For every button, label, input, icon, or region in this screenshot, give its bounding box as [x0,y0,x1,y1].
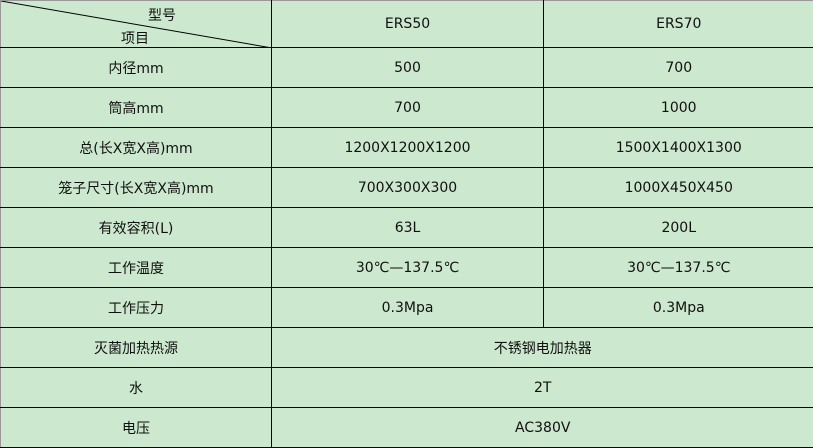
table-row: 水 2T [0,367,813,408]
table-row: 笼子尺寸(长X宽X高)mm 700X300X300 1000X450X450 [0,167,813,208]
row-label: 总(长X宽X高)mm [0,127,272,168]
cell-value: 0.3Mpa [271,287,544,328]
merged-cell-value: 2T [271,367,813,408]
cell-value: 700 [271,87,544,128]
row-label: 有效容积(L) [0,207,272,248]
cell-value: 1000X450X450 [543,167,813,208]
row-label: 电压 [0,407,272,448]
model-header: ERS50 [271,0,544,48]
cell-value: 700X300X300 [271,167,544,208]
table-row: 灭菌加热热源 不锈钢电加热器 [0,327,813,368]
header-row: 型号 项目 ERS50 ERS70 [0,0,813,48]
row-label: 笼子尺寸(长X宽X高)mm [0,167,272,208]
row-label: 工作温度 [0,247,272,288]
cell-value: 1000 [543,87,813,128]
merged-cell-value: 不锈钢电加热器 [271,327,813,368]
table-row: 工作压力 0.3Mpa 0.3Mpa [0,287,813,328]
cell-value: 30℃—137.5℃ [271,247,544,288]
row-label: 内径mm [0,47,272,88]
row-label: 筒高mm [0,87,272,128]
cell-value: 30℃—137.5℃ [543,247,813,288]
table-row: 工作温度 30℃—137.5℃ 30℃—137.5℃ [0,247,813,288]
row-label: 水 [0,367,272,408]
item-label: 项目 [121,31,149,47]
cell-value: 0.3Mpa [543,287,813,328]
diagonal-line [1,1,272,48]
row-label: 工作压力 [0,287,272,328]
table-row: 内径mm 500 700 [0,47,813,88]
cell-value: 1500X1400X1300 [543,127,813,168]
merged-cell-value: AC380V [271,407,813,448]
table-row: 筒高mm 700 1000 [0,87,813,128]
row-label: 灭菌加热热源 [0,327,272,368]
table-row: 总(长X宽X高)mm 1200X1200X1200 1500X1400X1300 [0,127,813,168]
model-label: 型号 [148,8,176,24]
cell-value: 700 [543,47,813,88]
cell-value: 63L [271,207,544,248]
table-row: 有效容积(L) 63L 200L [0,207,813,248]
table-row: 电压 AC380V [0,407,813,448]
cell-value: 200L [543,207,813,248]
cell-value: 1200X1200X1200 [271,127,544,168]
model-header: ERS70 [543,0,813,48]
diagonal-header-cell: 型号 项目 [0,0,272,48]
cell-value: 500 [271,47,544,88]
